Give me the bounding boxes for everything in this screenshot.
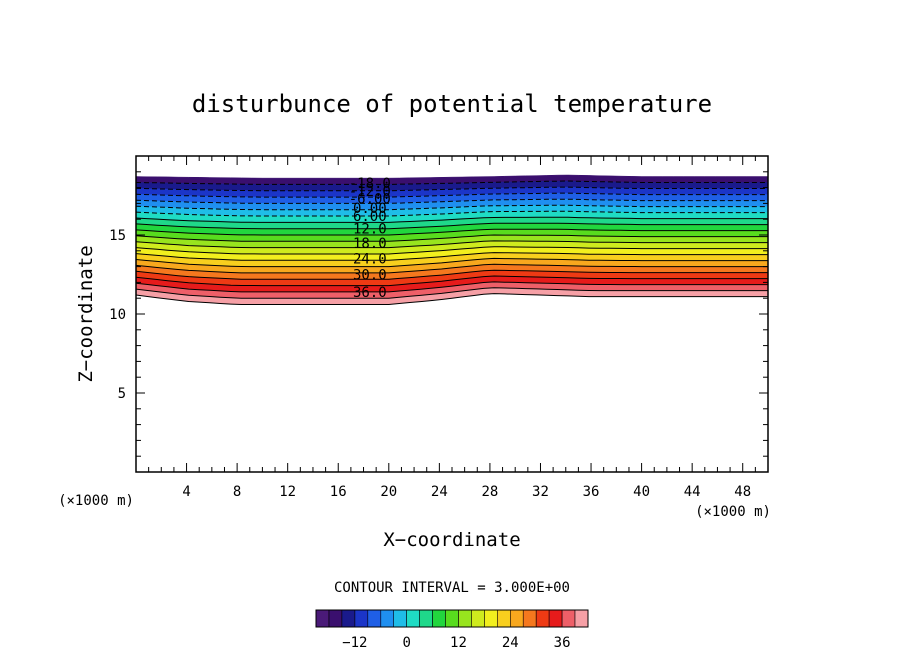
- x-unit-label: (×1000 m): [695, 504, 771, 520]
- colorbar-segment: [509, 609, 524, 628]
- colorbar-segment: [406, 609, 421, 628]
- colorbar-segment: [380, 609, 395, 628]
- x-tick-label: 32: [532, 484, 549, 500]
- contour-line: [135, 246, 768, 255]
- contour-label: 30.0: [353, 268, 387, 284]
- colorbar-tick-label: 0: [402, 635, 410, 651]
- contour-line: [135, 275, 768, 287]
- contour-label: -6.00: [349, 192, 391, 208]
- contour-labels: -18.0-12.0-6.000.006.0012.018.024.030.03…: [349, 176, 391, 301]
- contour-line: [135, 204, 768, 211]
- contour-line: [135, 180, 768, 185]
- y-tick-label: 10: [109, 307, 126, 323]
- contour-line: [135, 287, 768, 299]
- colorbar-tick-label: 36: [554, 635, 571, 651]
- y-unit-label: (×1000 m): [58, 493, 134, 509]
- x-tick-label: 28: [481, 484, 498, 500]
- colorbar: [315, 609, 589, 628]
- contour-line: [135, 293, 768, 305]
- colorbar-segment: [341, 609, 356, 628]
- contour-field: [135, 174, 769, 305]
- contour-interval-note: CONTOUR INTERVAL = 3.000E+00: [334, 580, 570, 596]
- x-tick-label: 24: [431, 484, 448, 500]
- colorbar-segment: [522, 609, 537, 628]
- colorbar-segment: [315, 609, 330, 628]
- x-axis-ticks: 4 8 12 16 20 24 28 32 36 40 44 48: [148, 156, 756, 500]
- colorbar-segment: [548, 609, 563, 628]
- colorbar-segment: [432, 609, 446, 628]
- contour-line: [135, 210, 768, 217]
- contour-line: [135, 198, 768, 204]
- colorbar-tick-label: 12: [450, 635, 467, 651]
- chart-title: disturbunce of potential temperature: [192, 90, 712, 118]
- contour-label: 0.00: [353, 201, 387, 217]
- colorbar-segment: [445, 609, 459, 628]
- colorbar-segment: [393, 609, 408, 628]
- x-tick-label: 4: [182, 484, 190, 500]
- contour-line: [135, 281, 768, 293]
- contour-line: [135, 216, 768, 223]
- x-tick-label: 8: [233, 484, 241, 500]
- y-axis-ticks: 5 10 15: [109, 171, 768, 457]
- contour-line: [135, 263, 768, 274]
- y-tick-label: 15: [109, 228, 126, 244]
- contour-line: [135, 252, 768, 261]
- contour-label: 36.0: [353, 285, 387, 301]
- colorbar-segment: [367, 609, 382, 628]
- colorbar-ticks: −12 0 12 24 36: [342, 635, 570, 651]
- contour-label: -12.0: [349, 184, 391, 200]
- colorbar-segment: [328, 609, 343, 628]
- colorbar-tick-label: −12: [342, 635, 367, 651]
- contour-line: [135, 240, 768, 249]
- x-tick-label: 20: [380, 484, 397, 500]
- x-tick-label: 36: [583, 484, 600, 500]
- contour-line: [135, 192, 768, 198]
- contour-line: [135, 269, 768, 280]
- x-tick-label: 40: [633, 484, 650, 500]
- colorbar-segment: [419, 609, 433, 628]
- colorbar-segment: [574, 609, 589, 628]
- contour-label: -18.0: [349, 176, 391, 192]
- contour-line: [135, 234, 768, 242]
- colorbar-segment: [484, 609, 498, 628]
- colorbar-segment: [496, 609, 511, 628]
- contour-label: 18.0: [353, 236, 387, 252]
- contour-label: 6.00: [353, 209, 387, 225]
- contour-line: [135, 186, 768, 192]
- colorbar-segment: [535, 609, 550, 628]
- colorbar-segment: [458, 609, 472, 628]
- colorbar-frame: [315, 609, 589, 628]
- contour-line: [135, 228, 768, 236]
- x-tick-label: 48: [734, 484, 751, 500]
- x-axis-label: X−coordinate: [383, 529, 520, 551]
- colorbar-segment: [354, 609, 369, 628]
- x-tick-label: 44: [684, 484, 701, 500]
- contour-line: [135, 222, 768, 230]
- contour-label: 24.0: [353, 252, 387, 268]
- colorbar-segment: [471, 609, 485, 628]
- contour-lines: [135, 180, 768, 305]
- y-axis-label: Z−coordinate: [75, 245, 97, 382]
- colorbar-tick-label: 24: [502, 635, 519, 651]
- x-tick-label: 16: [330, 484, 347, 500]
- x-tick-label: 12: [279, 484, 296, 500]
- y-tick-label: 5: [118, 386, 126, 402]
- contour-label: 12.0: [353, 222, 387, 238]
- colorbar-segment: [561, 609, 576, 628]
- contour-line: [135, 257, 768, 268]
